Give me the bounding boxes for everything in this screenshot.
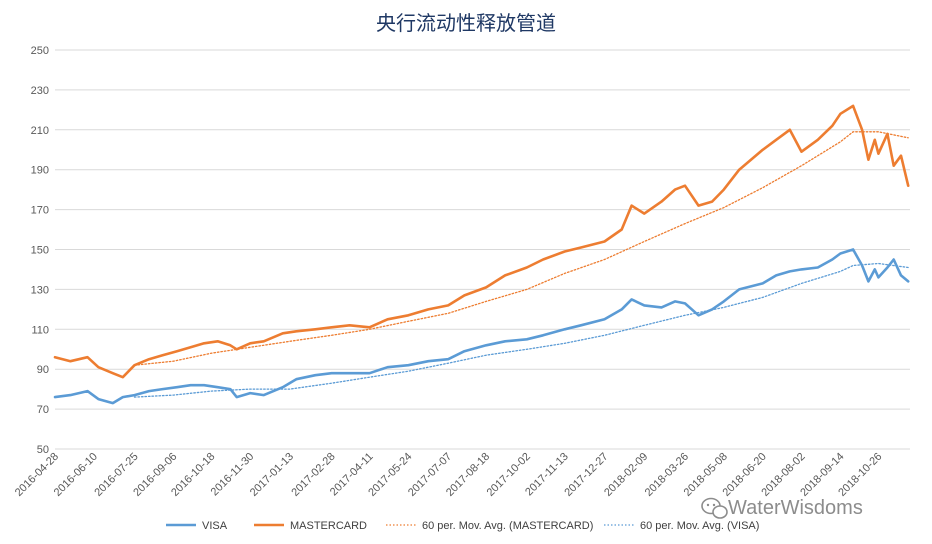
y-tick-label: 70	[37, 404, 49, 416]
gridlines	[55, 49, 910, 450]
y-tick-label: 150	[31, 245, 49, 257]
series-line-3	[133, 262, 909, 398]
chart-title: 央行流动性释放管道	[376, 11, 556, 35]
x-axis-ticks: 2016-04-282016-06-102016-07-252016-09-06…	[13, 451, 885, 499]
y-tick-label: 50	[37, 444, 49, 456]
wechat-icon	[701, 497, 728, 519]
y-tick-label: 170	[31, 205, 49, 217]
legend-label: MASTERCARD	[290, 520, 367, 532]
watermark-text: WaterWisdoms	[728, 497, 863, 519]
series-line-1	[53, 104, 910, 379]
y-axis-ticks: 50 70 90 110 130 150 170 190 210 230 250	[31, 45, 49, 456]
y-tick-label: 230	[31, 85, 49, 97]
y-tick-label: 110	[31, 324, 49, 336]
series-line-2	[133, 131, 909, 366]
legend-label: VISA	[202, 520, 228, 532]
y-tick-label: 190	[31, 165, 49, 177]
legend-label: 60 per. Mov. Avg. (MASTERCARD)	[422, 520, 593, 532]
series-line-0	[53, 248, 910, 405]
watermark: WaterWisdoms	[701, 497, 863, 519]
y-tick-label: 90	[37, 364, 49, 376]
y-tick-label: 130	[31, 284, 49, 296]
y-tick-label: 210	[31, 125, 49, 137]
y-tick-label: 250	[31, 45, 49, 57]
legend: VISA MASTERCARD 60 per. Mov. Avg. (MASTERC…	[166, 520, 759, 532]
series-lines	[53, 104, 910, 405]
legend-label: 60 per. Mov. Avg. (VISA)	[640, 520, 759, 532]
